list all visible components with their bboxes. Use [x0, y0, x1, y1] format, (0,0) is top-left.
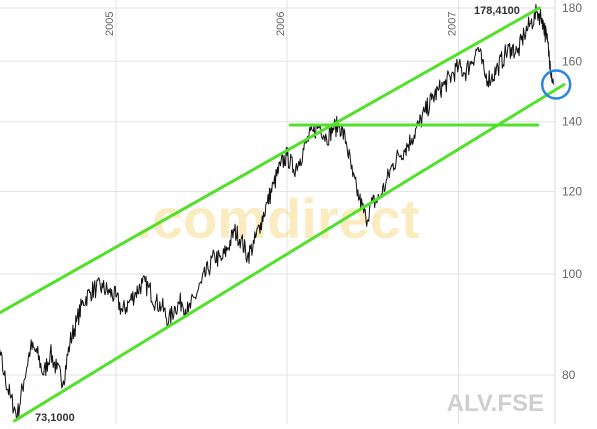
min-price-label: 73,1000 [35, 412, 75, 424]
x-tick-label: 2006 [275, 12, 287, 36]
x-tick-label: 2007 [446, 12, 458, 36]
max-price-label: 178,4100 [474, 5, 520, 17]
trend-lines [0, 6, 566, 423]
y-tick-label: 100 [562, 267, 582, 281]
upper-trend-line [0, 6, 541, 315]
symbol-label: ALV.FSE [447, 390, 544, 417]
price-line [0, 3, 554, 421]
lower-trend-line [13, 83, 566, 423]
grid [0, 0, 556, 424]
y-tick-label: 180 [562, 1, 582, 15]
x-axis-labels: 2005 2006 2007 [104, 12, 458, 36]
highlight-circle [540, 69, 572, 100]
x-tick-label: 2005 [104, 12, 116, 36]
y-tick-label: 140 [562, 115, 582, 129]
y-tick-label: 120 [562, 185, 582, 199]
y-axis-labels: 80 100 120 140 160 180 [562, 1, 582, 382]
y-tick-label: 160 [562, 54, 582, 68]
price-series [0, 3, 554, 421]
y-tick-label: 80 [562, 368, 576, 382]
watermark: .comdirect [136, 187, 419, 250]
